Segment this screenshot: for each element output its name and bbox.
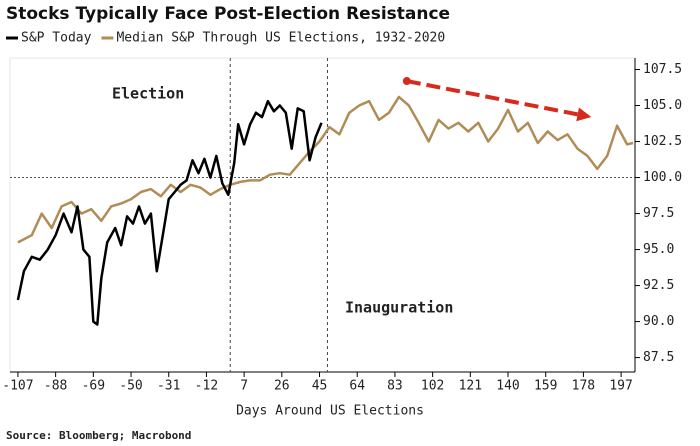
series-line	[17, 95, 634, 244]
x-tick-label: -88	[44, 379, 67, 394]
legend-label: S&P Today	[21, 31, 92, 46]
x-tick-label: -50	[119, 379, 142, 394]
x-tick-label: 178	[572, 379, 595, 394]
plot-frame	[9, 57, 636, 373]
x-axis-label: Days Around US Elections	[236, 404, 424, 419]
x-tick-label: 64	[349, 379, 365, 394]
y-tick-label: 102.5	[643, 134, 682, 149]
x-tick-label: -107	[2, 379, 33, 394]
annotation: Election	[112, 85, 184, 103]
x-tick-label: 26	[274, 379, 290, 394]
source: Source: Bloomberg; Macrobond	[6, 429, 191, 442]
x-tick-label: -12	[195, 379, 218, 394]
x-tick-label: 159	[534, 379, 557, 394]
y-tick-label: 97.5	[643, 206, 674, 221]
legend-label: Median S&P Through US Elections, 1932-20…	[116, 31, 445, 46]
y-tick-label: 100.0	[643, 170, 682, 185]
annotation: Inauguration	[345, 299, 453, 317]
x-tick-label: 45	[312, 379, 328, 394]
x-tick-label: -69	[82, 379, 105, 394]
y-tick-label: 105.0	[643, 98, 682, 113]
x-tick-label: 7	[240, 379, 248, 394]
chart-title: Stocks Typically Face Post-Election Resi…	[6, 4, 450, 24]
y-tick-label: 107.5	[643, 62, 682, 77]
x-tick-label: 197	[609, 379, 632, 394]
x-tick-label: 121	[459, 379, 482, 394]
x-tick-label: 140	[496, 379, 519, 394]
x-tick-label: 102	[421, 379, 444, 394]
y-tick-label: 92.5	[643, 278, 674, 293]
arrow-head	[576, 107, 592, 122]
y-tick-label: 90.0	[643, 314, 674, 329]
x-tick-label: 83	[387, 379, 403, 394]
series-line	[16, 99, 323, 326]
y-tick-label: 95.0	[643, 242, 674, 257]
x-tick-label: -31	[157, 379, 180, 394]
arrow-shaft	[406, 79, 578, 117]
y-tick-label: 87.5	[643, 350, 674, 365]
